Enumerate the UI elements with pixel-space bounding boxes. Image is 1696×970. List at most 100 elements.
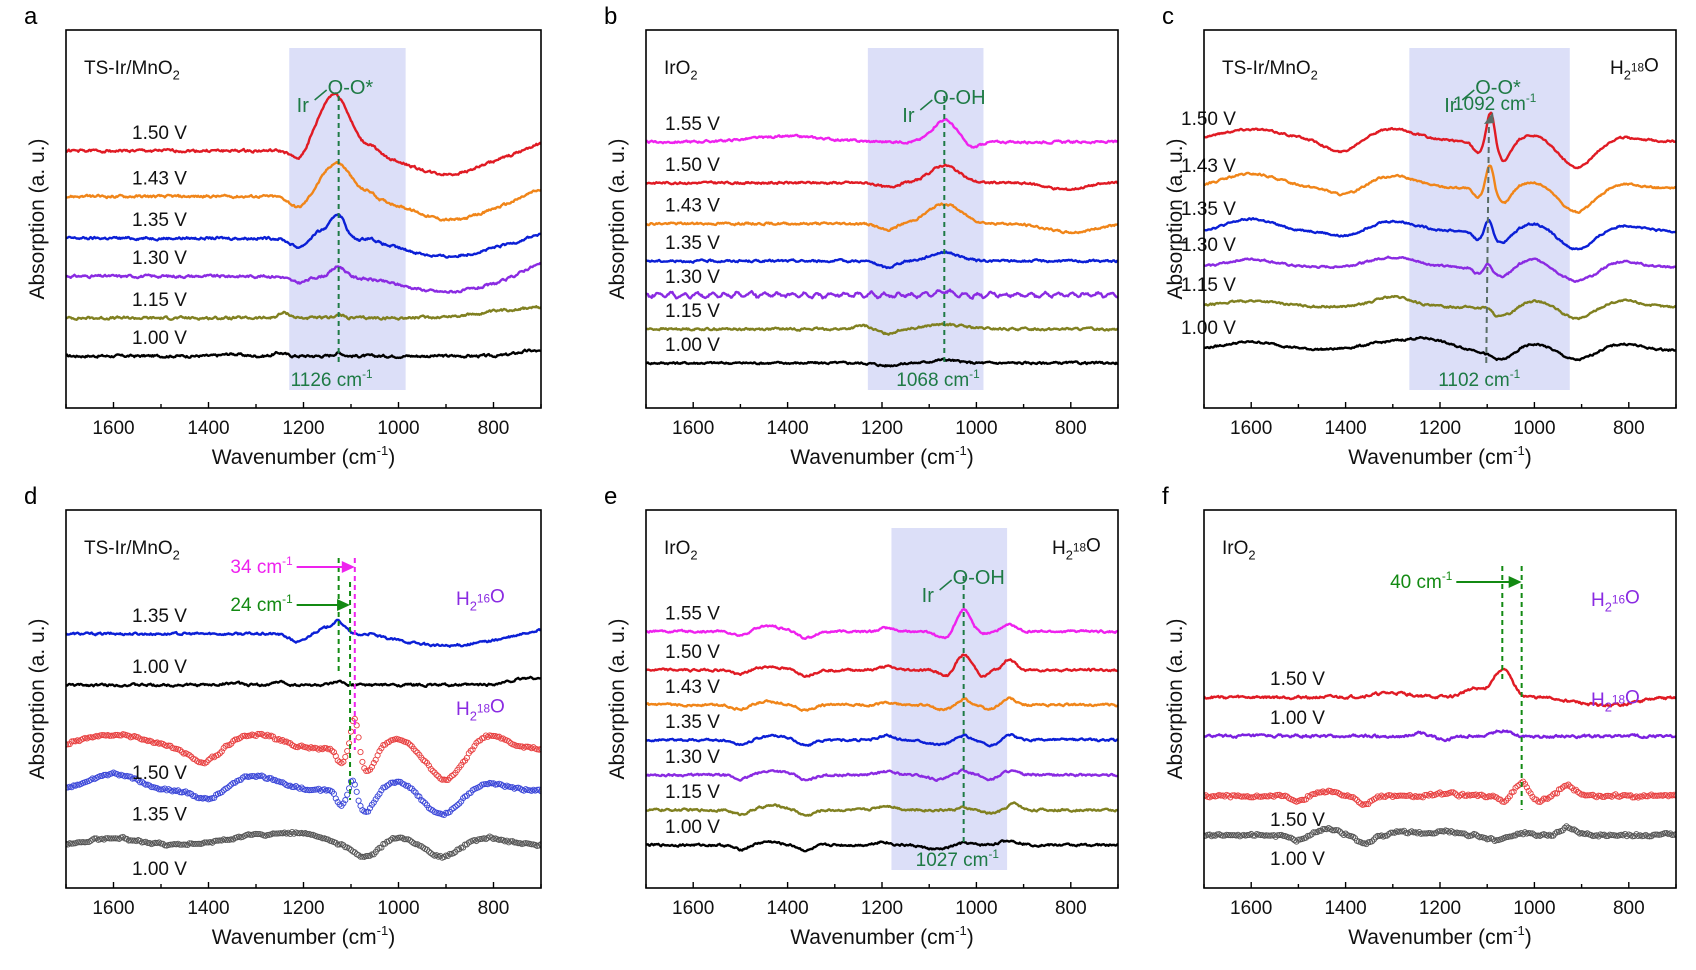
data-point bbox=[537, 841, 541, 848]
data-point bbox=[537, 788, 541, 795]
data-point bbox=[1416, 829, 1423, 836]
series-label: 1.15 V bbox=[665, 782, 720, 803]
bond-line bbox=[1461, 89, 1475, 101]
data-point bbox=[192, 840, 199, 847]
data-point bbox=[378, 844, 385, 851]
data-point bbox=[355, 797, 362, 804]
data-point bbox=[503, 837, 510, 844]
data-point bbox=[1557, 785, 1564, 793]
data-point bbox=[1336, 828, 1343, 835]
data-point bbox=[127, 837, 134, 844]
series-label: 1.00 V bbox=[132, 328, 187, 349]
data-point bbox=[1248, 830, 1255, 838]
data-point bbox=[76, 839, 83, 846]
series-label: 1.30 V bbox=[665, 747, 720, 768]
x-axis-label: Wavenumber (cm-1) bbox=[212, 443, 396, 469]
peak-label: 1126 cm-1 bbox=[291, 368, 373, 391]
plot-area bbox=[66, 618, 541, 861]
series-150v-markers bbox=[66, 715, 541, 783]
data-point bbox=[351, 781, 358, 788]
data-point bbox=[366, 805, 374, 812]
series-line bbox=[1204, 217, 1676, 251]
data-point bbox=[340, 758, 347, 765]
data-point bbox=[230, 738, 237, 745]
data-point bbox=[332, 795, 339, 802]
data-point bbox=[138, 778, 146, 785]
y-axis-label: Absorption (a. u.) bbox=[1164, 618, 1187, 779]
peak-label: 1102 cm-1 bbox=[1438, 368, 1520, 391]
data-point bbox=[1506, 833, 1513, 840]
data-point bbox=[1350, 833, 1357, 840]
series-label: 1.35 V bbox=[1181, 199, 1236, 220]
data-point bbox=[359, 758, 366, 765]
data-point bbox=[387, 836, 394, 843]
data-point bbox=[346, 845, 353, 852]
data-point bbox=[205, 756, 212, 764]
series-label: 1.35 V bbox=[665, 233, 720, 254]
data-point bbox=[1448, 789, 1455, 796]
data-point bbox=[537, 745, 541, 752]
sample-label: TS-Ir/MnO2 bbox=[84, 538, 180, 563]
data-point bbox=[1274, 791, 1281, 799]
data-point bbox=[511, 839, 518, 846]
data-point bbox=[528, 841, 535, 848]
data-point bbox=[1338, 792, 1345, 799]
data-point bbox=[1595, 833, 1602, 840]
x-tick-label: 1000 bbox=[955, 418, 997, 439]
data-point bbox=[1376, 794, 1383, 801]
data-point bbox=[488, 780, 495, 787]
data-point bbox=[287, 740, 294, 747]
data-point bbox=[344, 791, 351, 798]
data-point bbox=[401, 836, 408, 843]
data-point bbox=[207, 755, 214, 762]
data-point bbox=[1348, 794, 1355, 801]
data-point bbox=[416, 793, 423, 800]
peak-label: 1027 cm-1 bbox=[916, 848, 999, 871]
series-label: 1.50 V bbox=[1270, 810, 1325, 831]
data-point bbox=[270, 776, 277, 784]
data-point bbox=[376, 790, 383, 797]
species-ir-label: Ir bbox=[297, 95, 310, 117]
data-point bbox=[228, 836, 235, 843]
data-point bbox=[1521, 829, 1529, 836]
x-tick-label: 1400 bbox=[187, 898, 229, 919]
data-point bbox=[277, 779, 284, 786]
data-point bbox=[256, 730, 263, 738]
x-axis-label: Wavenumber (cm-1) bbox=[212, 923, 396, 949]
panel-letter: e bbox=[604, 483, 617, 510]
sample-label: TS-Ir/MnO2 bbox=[1222, 58, 1318, 83]
panel-letter: f bbox=[1162, 483, 1169, 510]
data-point bbox=[513, 742, 520, 749]
series-label: 1.50 V bbox=[1270, 669, 1325, 690]
data-point bbox=[494, 733, 501, 740]
data-point bbox=[536, 786, 541, 793]
series-line bbox=[66, 618, 541, 648]
data-point bbox=[129, 837, 136, 844]
data-point bbox=[1270, 832, 1277, 839]
data-point bbox=[1274, 832, 1281, 839]
x-tick-label: 1600 bbox=[1230, 418, 1272, 439]
x-tick-label: 1400 bbox=[766, 898, 808, 919]
data-point bbox=[420, 798, 427, 805]
condition-label: H218O bbox=[1610, 56, 1659, 83]
data-point bbox=[1217, 792, 1225, 799]
data-point bbox=[201, 839, 208, 846]
data-point bbox=[423, 846, 431, 853]
data-point bbox=[1276, 832, 1283, 839]
data-point bbox=[363, 853, 370, 860]
bond-line bbox=[314, 89, 328, 101]
data-point bbox=[513, 784, 520, 791]
data-point bbox=[327, 745, 334, 752]
data-point bbox=[1603, 833, 1610, 840]
data-point bbox=[1387, 829, 1394, 836]
data-point bbox=[1419, 830, 1427, 837]
data-point bbox=[393, 778, 400, 785]
group-label: H218O bbox=[456, 697, 505, 724]
x-tick-label: 1000 bbox=[1513, 898, 1555, 919]
data-point bbox=[302, 786, 309, 793]
data-point bbox=[241, 773, 248, 780]
data-point bbox=[463, 841, 470, 848]
data-point bbox=[319, 835, 326, 842]
data-point bbox=[1425, 792, 1432, 799]
data-point bbox=[1329, 827, 1336, 834]
